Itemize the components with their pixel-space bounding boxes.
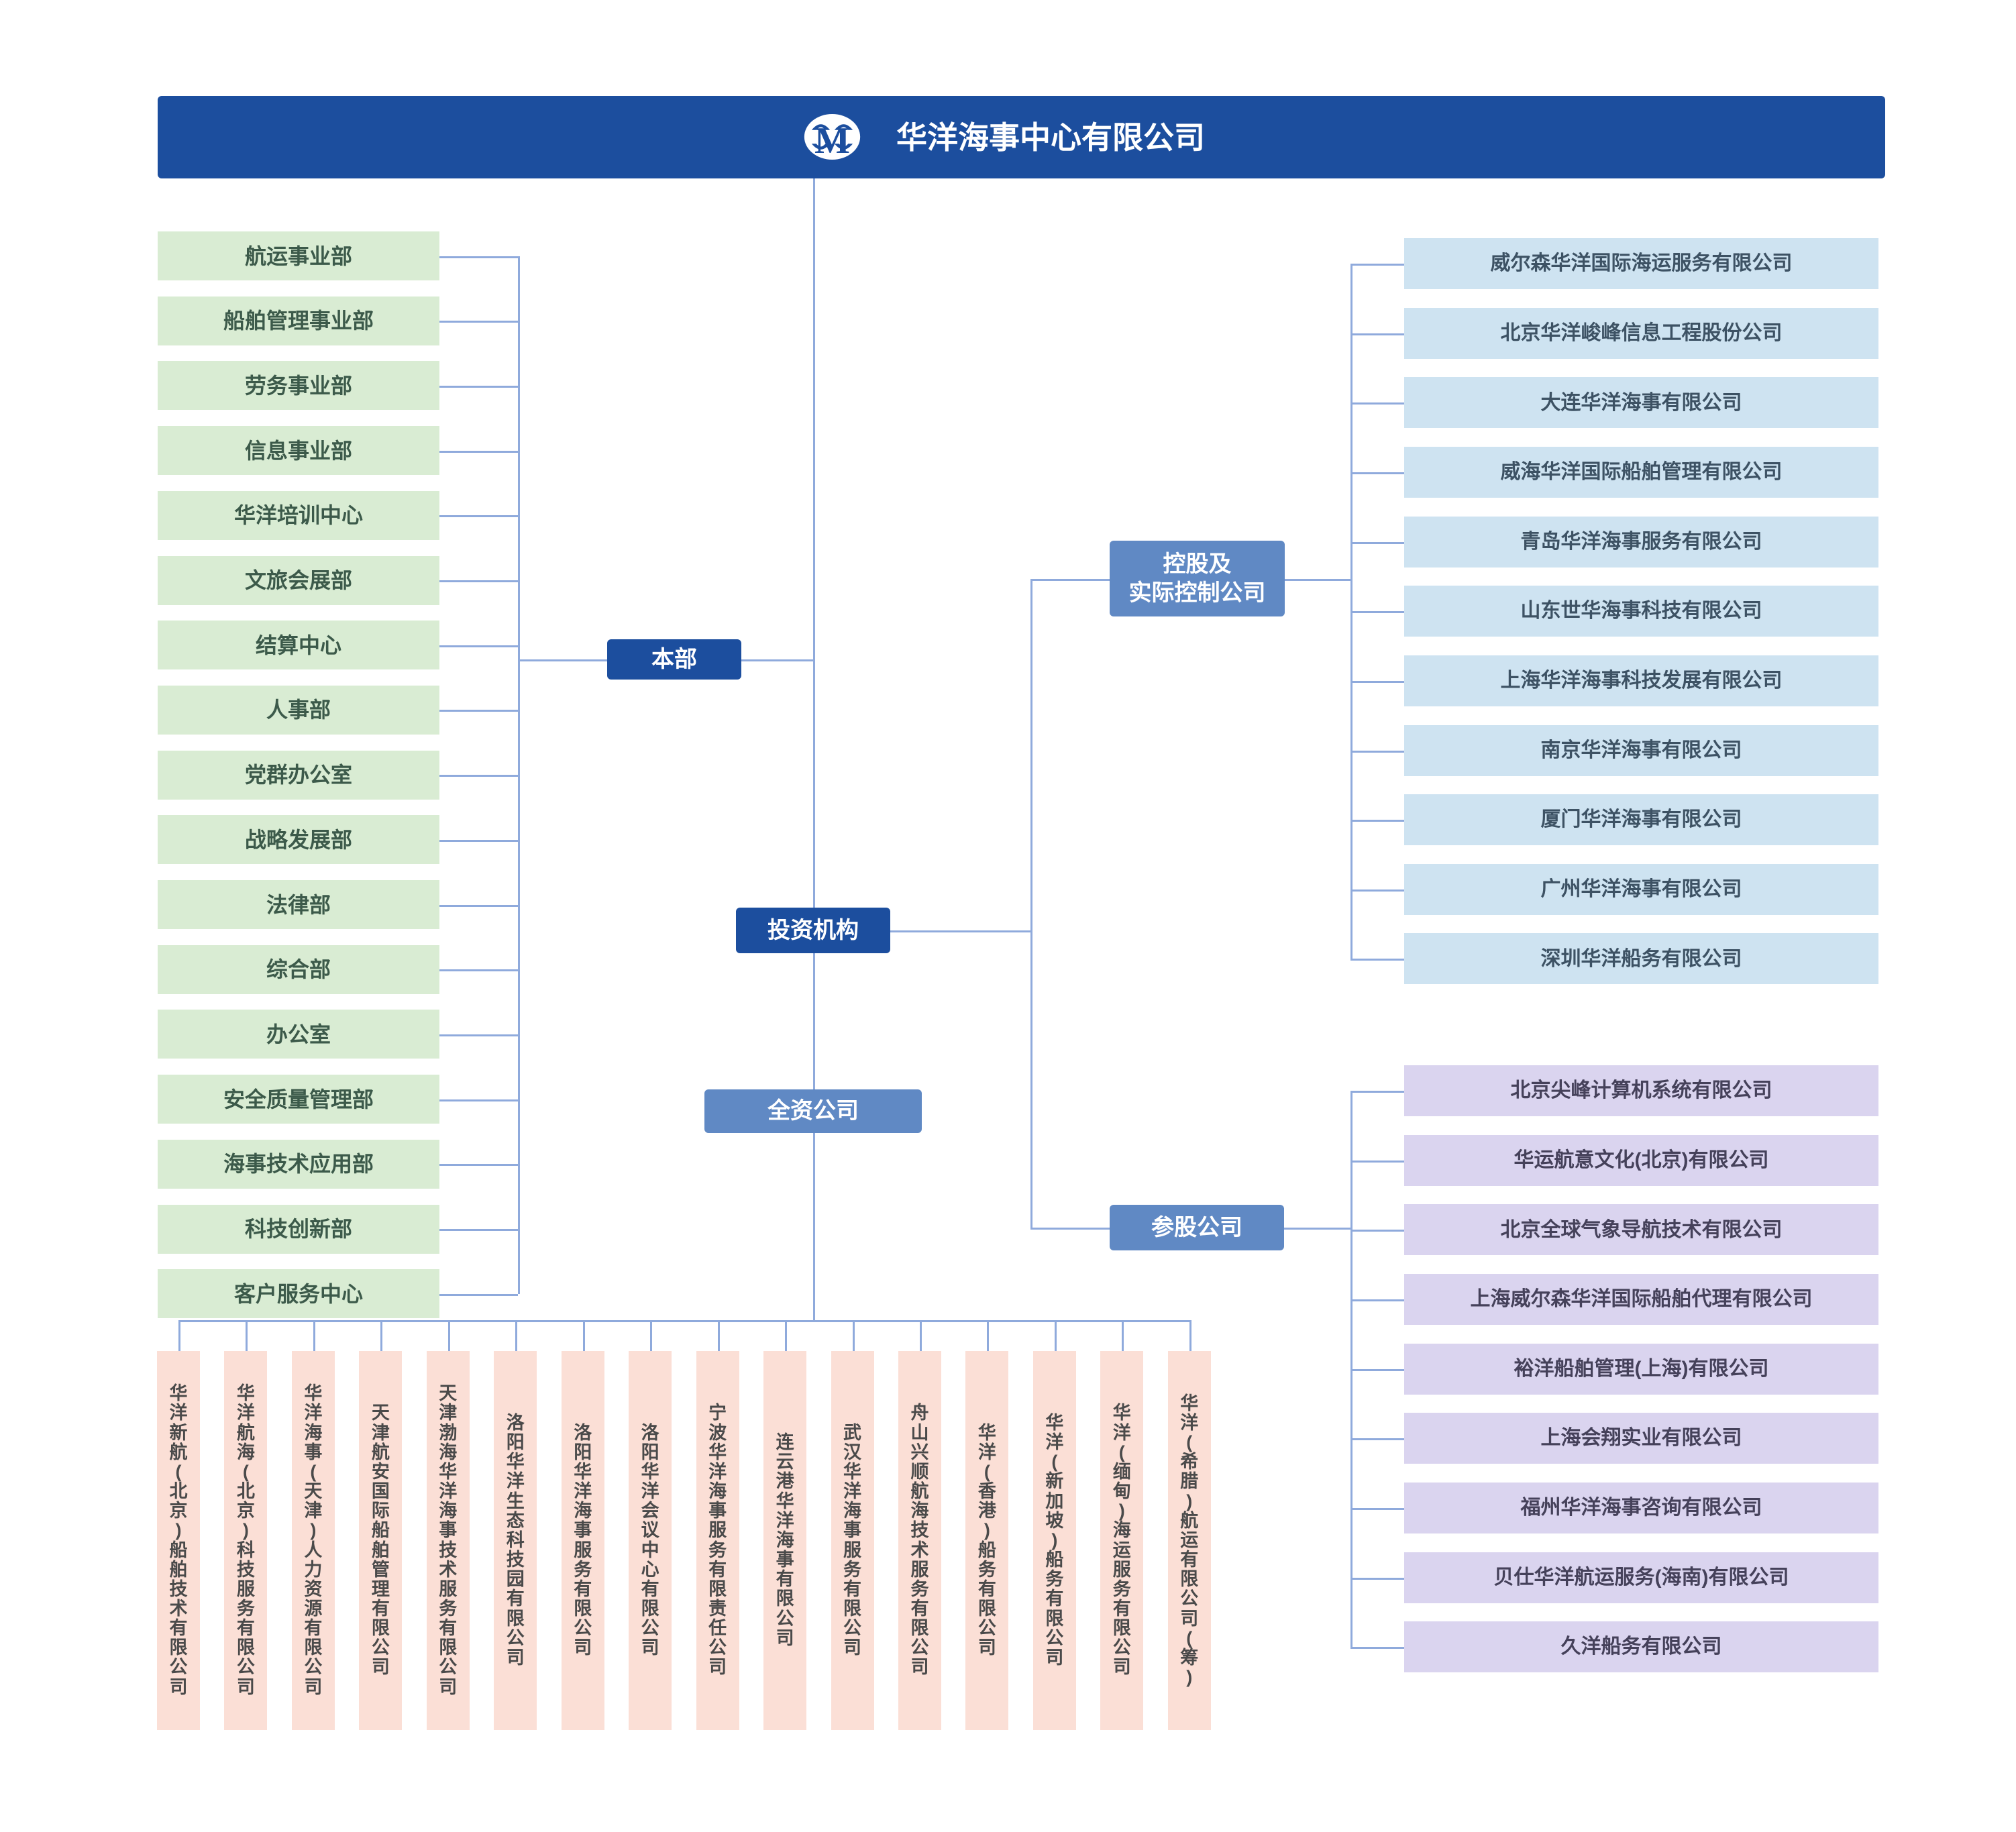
- svg-text:M: M: [814, 120, 850, 162]
